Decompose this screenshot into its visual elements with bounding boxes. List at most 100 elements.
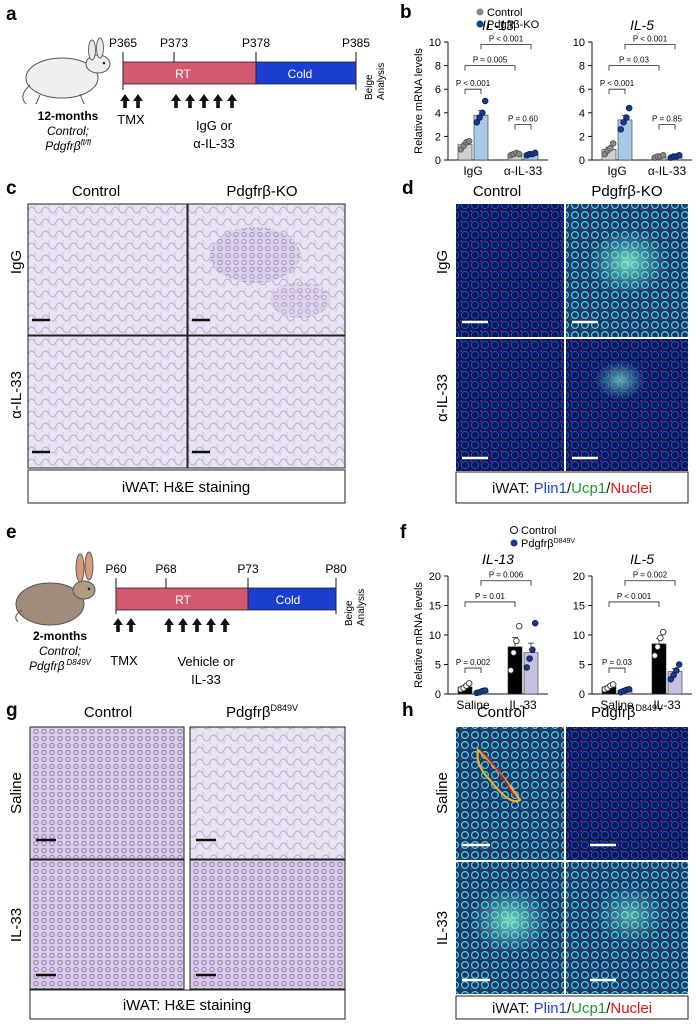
cold-phase-bar-e bbox=[247, 587, 337, 611]
c-caption: iWAT: H&E staining bbox=[122, 479, 250, 496]
p-value-label: P = 0.002 bbox=[456, 658, 491, 667]
data-point bbox=[625, 104, 633, 112]
panel-b-letter: b bbox=[400, 2, 412, 23]
chart-b-il13: IL-13 0 2 4 6 8 10 Relative mRNA levels IgG α-IL-… bbox=[413, 17, 548, 178]
h-col-d849v: PdgfrβD849V bbox=[591, 703, 663, 721]
significance-bracket bbox=[608, 601, 660, 607]
timepoint-e-2: P68 bbox=[155, 562, 177, 576]
data-point bbox=[465, 680, 473, 687]
p-value-label: P = 0.002 bbox=[633, 571, 668, 580]
data-point bbox=[529, 646, 536, 654]
injection-arrow bbox=[120, 94, 130, 108]
y-tick-label: 10 bbox=[429, 37, 441, 49]
significance-bracket bbox=[464, 667, 482, 674]
significance-bracket bbox=[514, 124, 532, 130]
y-tick-label: 15 bbox=[429, 601, 441, 613]
h-image-control-saline bbox=[456, 727, 564, 860]
bar bbox=[617, 119, 633, 161]
data-point bbox=[515, 622, 523, 630]
x-tick-label: IgG bbox=[463, 164, 482, 178]
y-tick-label: 5 bbox=[435, 660, 441, 672]
data-point bbox=[607, 144, 614, 152]
data-point bbox=[515, 150, 523, 158]
timepoint-a-3: P378 bbox=[242, 36, 270, 50]
chart-title: IL-13 bbox=[482, 17, 514, 33]
beige-label-a-2: Analysis bbox=[376, 63, 387, 100]
y-tick-label: 4 bbox=[579, 108, 585, 120]
x-tick-label: IL-33 bbox=[509, 698, 537, 712]
data-point bbox=[473, 118, 481, 126]
timepoint-a-1: P365 bbox=[109, 36, 137, 50]
tmx-label-e: TMX bbox=[110, 653, 138, 668]
data-point bbox=[479, 109, 486, 117]
h-caption-box bbox=[455, 995, 689, 1020]
d-image-control-anti bbox=[456, 339, 564, 471]
data-point bbox=[531, 619, 539, 627]
g-image-d849v-il33 bbox=[189, 859, 346, 990]
h-image-d849v-saline bbox=[566, 727, 688, 860]
significance-bracket bbox=[464, 65, 516, 71]
c-caption-box bbox=[27, 469, 346, 504]
h-caption: iWAT: Plin1/Ucp1/Nuclei bbox=[492, 1000, 652, 1017]
p-value-label: P < 0.001 bbox=[456, 79, 491, 88]
data-point bbox=[675, 661, 683, 668]
p-value-label: P = 0.03 bbox=[602, 658, 632, 667]
mouse-caption-a-2: Control; bbox=[47, 124, 89, 138]
g-image-control-il33 bbox=[29, 859, 185, 990]
beige-label-e-1: Beige bbox=[344, 600, 355, 626]
rt-label-a: RT bbox=[175, 67, 191, 81]
y-tick-label: 4 bbox=[435, 108, 441, 120]
cold-phase-bar-a bbox=[255, 61, 357, 85]
g-row-il33: IL-33 bbox=[8, 908, 25, 942]
panel-c-letter: c bbox=[6, 178, 17, 199]
g-image-d849v-saline bbox=[189, 726, 346, 860]
panel-a-letter: a bbox=[6, 4, 17, 25]
injection-arrow bbox=[133, 94, 143, 108]
y-axis-label: Relative mRNA levels bbox=[413, 48, 425, 154]
treatment-label-e-1: Vehicle or bbox=[177, 654, 235, 669]
g-col-control: Control bbox=[84, 704, 132, 721]
c-image-control-igg bbox=[27, 203, 188, 336]
legend-b-ko: Pdgfrβ-KO bbox=[487, 19, 540, 31]
data-point bbox=[510, 649, 517, 656]
significance-bracket bbox=[464, 88, 482, 95]
data-point bbox=[617, 126, 625, 133]
h-row-saline: Saline bbox=[434, 772, 451, 814]
y-tick-label: 6 bbox=[435, 84, 441, 96]
y-tick-label: 20 bbox=[429, 571, 441, 583]
mouse-caption-e-3: Pdgfrβ D849V bbox=[29, 658, 92, 673]
g-col-d849v: PdgfrβD849V bbox=[226, 703, 298, 721]
beige-label-e-2: Analysis bbox=[356, 589, 367, 626]
beige-label-a-1: Beige bbox=[364, 74, 375, 100]
y-tick-label: 0 bbox=[435, 155, 441, 167]
injection-arrow bbox=[220, 618, 230, 632]
g-caption-box bbox=[29, 989, 346, 1020]
y-tick-label: 0 bbox=[435, 689, 441, 701]
rt-label-e: RT bbox=[175, 593, 191, 607]
data-point bbox=[659, 628, 667, 636]
timepoint-e-3: P73 bbox=[237, 562, 259, 576]
significance-bracket bbox=[480, 580, 532, 586]
significance-bracket bbox=[624, 580, 676, 586]
y-tick-label: 0 bbox=[579, 155, 585, 167]
cold-label-e: Cold bbox=[276, 593, 301, 607]
injection-arrow bbox=[185, 94, 195, 108]
c-col-control: Control bbox=[72, 183, 120, 200]
data-point bbox=[659, 152, 667, 159]
y-tick-label: 0 bbox=[579, 689, 585, 701]
y-tick-label: 10 bbox=[573, 630, 585, 642]
g-caption: iWAT: H&E staining bbox=[123, 997, 251, 1014]
c-image-control-anti bbox=[27, 335, 188, 469]
cold-label-a: Cold bbox=[288, 67, 313, 81]
data-point bbox=[526, 655, 533, 662]
d-image-ko-anti bbox=[566, 339, 688, 471]
significance-bracket bbox=[658, 124, 676, 130]
g-image-control-saline bbox=[29, 726, 185, 860]
data-point bbox=[507, 667, 515, 674]
injection-arrow bbox=[206, 618, 216, 632]
d-caption: iWAT: Plin1/Ucp1/Nuclei bbox=[492, 480, 652, 497]
g-row-saline: Saline bbox=[8, 772, 25, 814]
chart-title: IL-13 bbox=[482, 551, 514, 567]
d-caption-nuclei: Nuclei bbox=[610, 480, 652, 497]
